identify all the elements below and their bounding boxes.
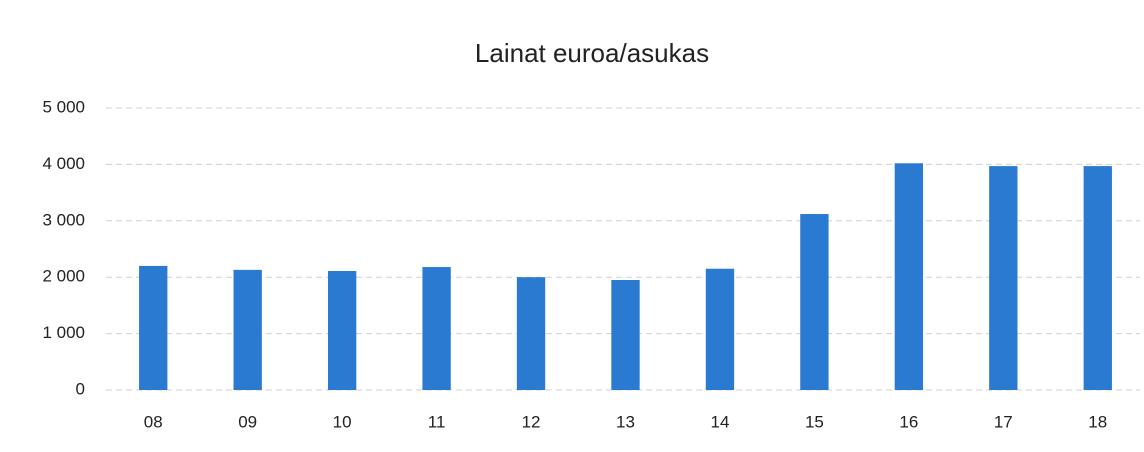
x-tick-label: 16 [899, 412, 918, 431]
bar [989, 166, 1018, 390]
bar [894, 163, 924, 390]
x-tick-label: 13 [616, 412, 635, 431]
x-tick-label: 15 [805, 412, 824, 431]
bar [705, 268, 735, 390]
x-tick-label: 09 [238, 412, 257, 431]
bar [800, 214, 829, 390]
y-tick-label: 5 000 [42, 97, 85, 116]
bar [422, 267, 451, 390]
y-tick-label: 0 [76, 379, 85, 398]
y-tick-label: 3 000 [42, 210, 85, 229]
bar [611, 280, 640, 390]
x-tick-label: 11 [428, 412, 446, 431]
x-tick-label: 18 [1088, 412, 1107, 431]
bar [233, 269, 262, 390]
y-tick-label: 2 000 [42, 267, 85, 286]
y-tick-label: 4 000 [42, 154, 85, 173]
bar [327, 270, 357, 390]
x-tick-label: 12 [522, 412, 541, 431]
bar [1083, 166, 1112, 390]
chart-title: Lainat euroa/asukas [475, 38, 709, 68]
y-tick-label: 1 000 [42, 323, 85, 342]
bar [516, 277, 546, 390]
x-tick-label: 08 [144, 412, 163, 431]
x-tick-label: 14 [710, 412, 729, 431]
x-tick-label: 17 [994, 412, 1013, 431]
bar [139, 265, 168, 390]
x-tick-label: 10 [333, 412, 352, 431]
